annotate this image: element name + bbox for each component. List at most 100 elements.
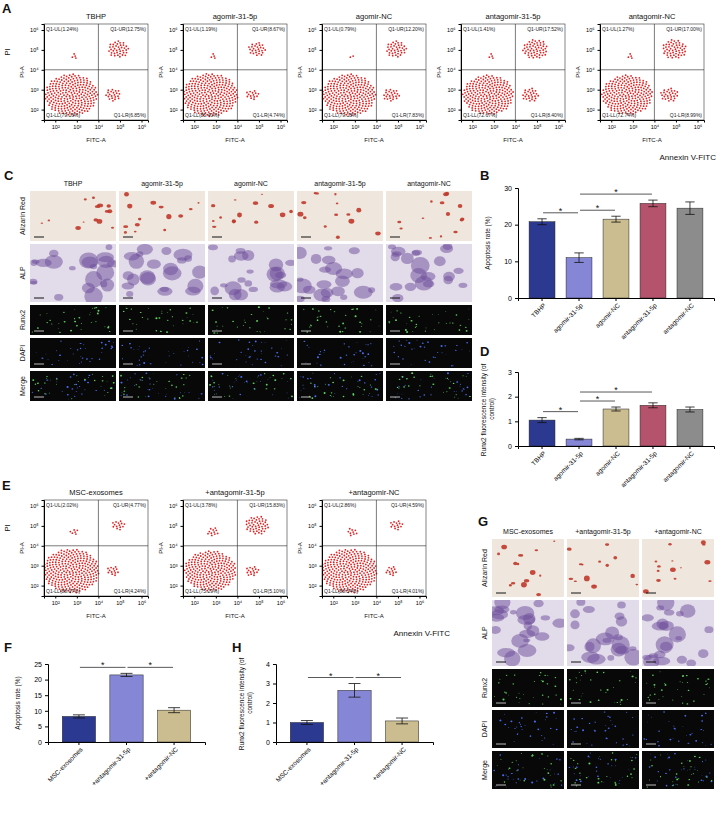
texture-speck <box>242 250 254 261</box>
event-dot <box>475 105 477 107</box>
y-axis-title: PI-A <box>297 66 303 78</box>
event-dot <box>477 90 479 92</box>
tick-label: 10³ <box>309 87 317 93</box>
quadrant-label: Q1-UL(1.24%) <box>46 26 79 32</box>
tick-mark <box>420 120 421 123</box>
event-dot <box>209 100 211 102</box>
event-dot <box>482 96 484 98</box>
event-dot <box>78 95 80 97</box>
event-dot <box>216 79 218 81</box>
axis: 10²10³10⁴10⁵10⁶ <box>447 25 461 121</box>
event-dot <box>195 94 197 96</box>
event-dot <box>340 92 342 94</box>
event-dot <box>60 100 62 102</box>
event-dot <box>95 95 97 97</box>
event-dot <box>643 100 645 102</box>
texture-speck <box>159 206 164 209</box>
event-dot <box>640 110 642 112</box>
event-dot <box>185 87 187 89</box>
event-dot <box>608 98 610 100</box>
event-dot <box>206 101 208 103</box>
flow-plot: agomir-31-5pQ1-UL(1.19%)Q1-UR(8.67%)Q1-L… <box>158 12 288 143</box>
event-dot <box>618 92 620 94</box>
event-dot <box>367 92 369 94</box>
event-dot <box>345 109 347 111</box>
x-axis-title: FITC-A <box>86 137 105 143</box>
event-dot <box>356 102 358 104</box>
event-dot <box>622 76 624 78</box>
tick-mark <box>181 30 184 31</box>
tile-background <box>119 191 205 241</box>
event-dot <box>368 98 370 100</box>
tick-label: 10² <box>330 124 338 130</box>
event-dot <box>605 102 607 104</box>
event-dot <box>107 92 109 94</box>
event-dot <box>486 97 488 99</box>
event-dot <box>541 47 543 49</box>
event-dot <box>328 91 330 93</box>
event-dot <box>470 90 472 92</box>
event-dot <box>52 88 54 90</box>
event-dot <box>490 90 492 92</box>
event-dot <box>531 52 533 54</box>
event-dot <box>77 82 79 84</box>
event-dot <box>354 107 356 109</box>
event-dot <box>484 109 486 111</box>
event-dot <box>541 54 543 56</box>
event-dot <box>468 93 470 95</box>
event-dot <box>187 98 189 100</box>
tick: antagomir-NC <box>661 298 695 336</box>
event-dot <box>109 44 111 46</box>
event-dot <box>667 97 669 99</box>
event-dot <box>627 81 629 83</box>
event-dot <box>349 76 351 78</box>
event-dot <box>672 92 674 94</box>
event-dot <box>116 52 118 54</box>
event-dot <box>486 95 488 97</box>
plot-title: TBHP <box>86 12 106 21</box>
tick-label: 10⁵ <box>672 124 680 130</box>
tick: 10⁴ <box>308 67 322 73</box>
event-dot <box>609 90 611 92</box>
event-dot <box>532 90 534 92</box>
tick: 10⁶ <box>169 27 183 33</box>
event-dot <box>663 48 665 50</box>
event-dot <box>625 74 627 76</box>
event-dot <box>642 108 644 110</box>
event-dot <box>371 99 373 101</box>
event-dot <box>225 78 227 80</box>
event-dot <box>93 99 95 101</box>
event-dot <box>202 94 204 96</box>
event-dot <box>332 80 334 82</box>
event-dot <box>339 96 341 98</box>
event-dot <box>232 102 234 104</box>
event-dot <box>111 97 113 99</box>
event-dot <box>630 55 632 57</box>
event-dot <box>54 80 56 82</box>
event-dot <box>506 92 508 94</box>
event-dot <box>358 93 360 95</box>
event-dot <box>334 103 336 105</box>
event-dot <box>675 48 677 50</box>
event-dot <box>361 84 363 86</box>
event-dot <box>643 91 645 93</box>
panel-letter: B <box>480 168 489 183</box>
figure: APIAnnexin V-FITCTBHPQ1-UL(1.24%)Q1-UR(1… <box>0 0 724 820</box>
event-dot <box>70 108 72 110</box>
quadrant-label: Q1-UR(8.67%) <box>252 26 285 32</box>
event-dot <box>507 81 509 83</box>
event-dot <box>89 89 91 91</box>
event-dot <box>621 79 623 81</box>
tick-mark <box>652 298 653 301</box>
event-dot <box>211 107 213 109</box>
event-dot <box>112 89 114 91</box>
event-dot <box>339 103 341 105</box>
event-dot <box>627 56 629 58</box>
event-dot <box>532 57 534 59</box>
event-dot <box>544 48 546 50</box>
event-dot <box>631 95 633 97</box>
tick-label: 10⁶ <box>416 124 424 130</box>
event-dot <box>611 83 613 85</box>
axis: 10²10³10⁴10⁵10⁶ <box>462 120 566 130</box>
tick: 10⁵ <box>116 120 124 130</box>
